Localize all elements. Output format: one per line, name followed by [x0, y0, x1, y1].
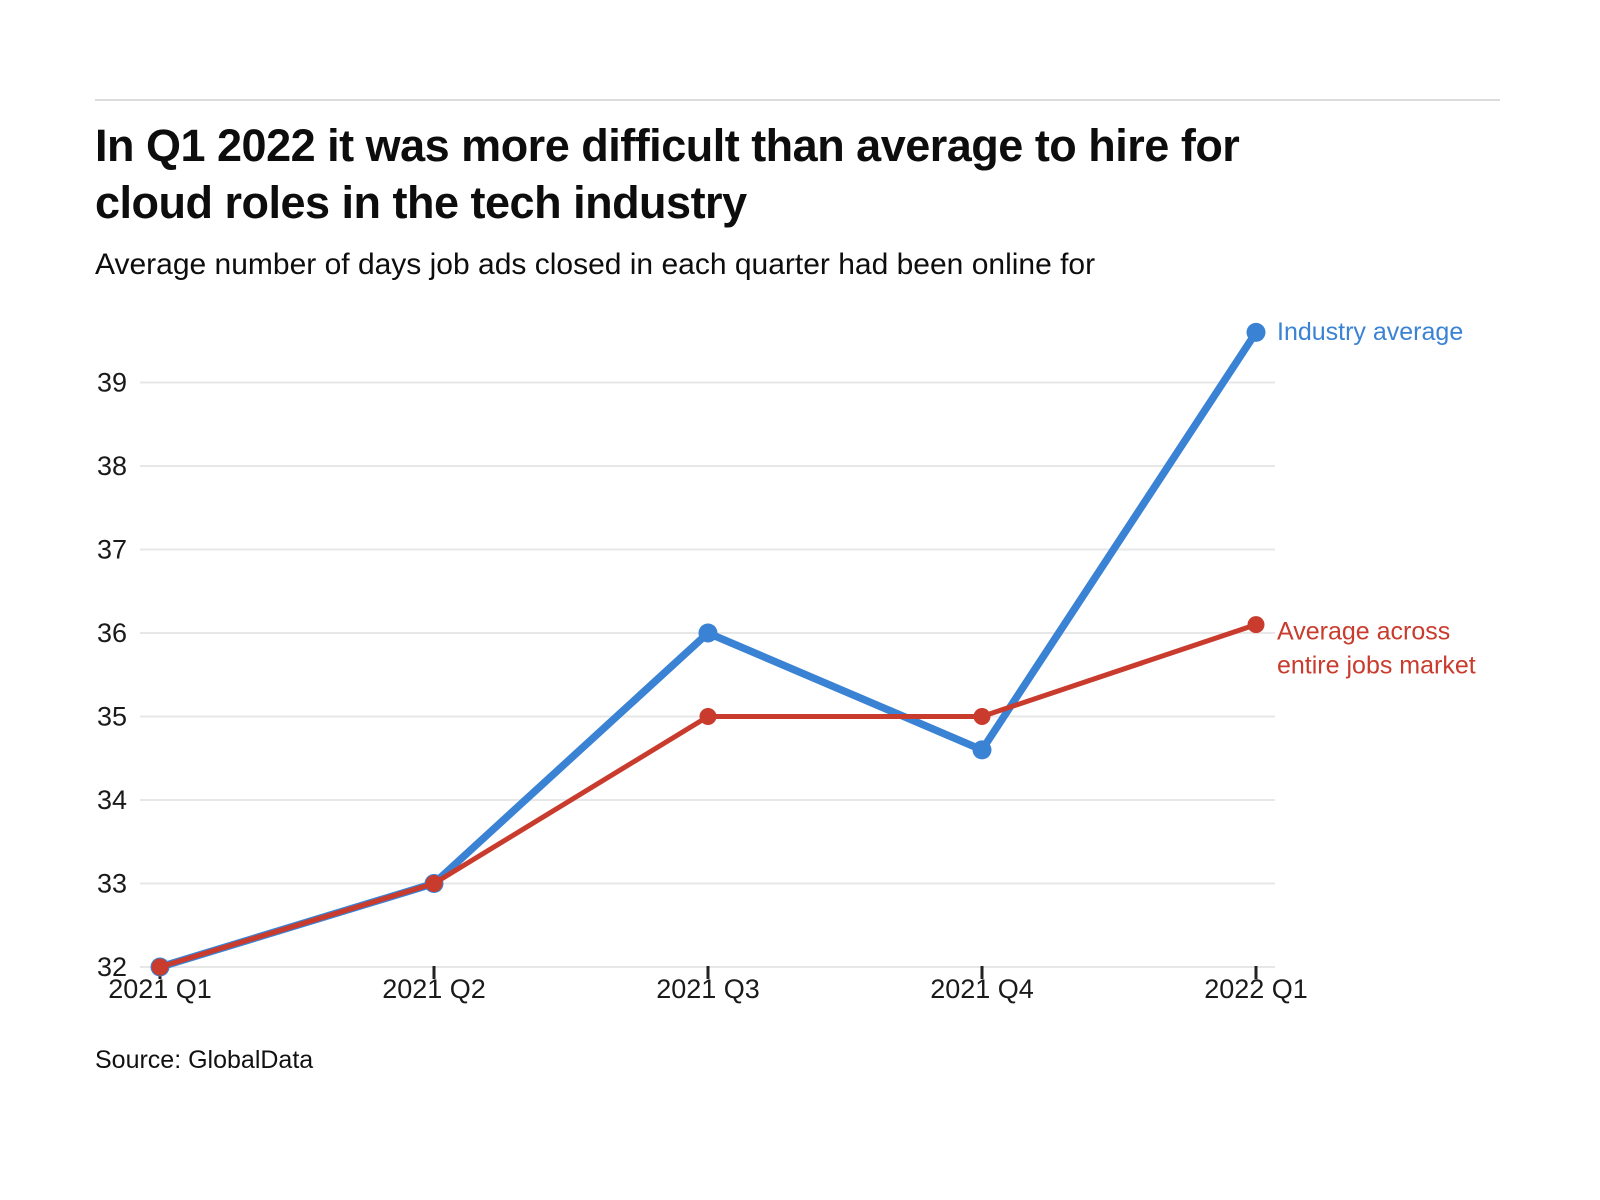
legend-label-average-across-entire-jobs-market-line-1: Average across: [1277, 617, 1450, 645]
x-tick-label-4: 2021 Q4: [930, 974, 1034, 1004]
y-tick-label-37: 37: [97, 535, 127, 565]
legend-label-industry-average-line-1: Industry average: [1277, 318, 1463, 346]
y-tick-label-33: 33: [97, 869, 127, 899]
legend-label-average-across-entire-jobs-market-line-2: entire jobs market: [1277, 651, 1476, 679]
series-point-industry-average-4: [972, 740, 992, 760]
x-tick-label-3: 2021 Q3: [656, 974, 760, 1004]
source-note: Source: GlobalData: [95, 1046, 314, 1074]
series-point-average-across-entire-jobs-market-1: [151, 958, 169, 976]
y-tick-label-39: 39: [97, 368, 127, 398]
series-line-industry-average: [156, 328, 1260, 971]
top-divider: [95, 99, 1500, 101]
series-point-average-across-entire-jobs-market-3: [699, 708, 717, 725]
chart-title-line-2: cloud roles in the tech industry: [95, 176, 747, 228]
x-tick-label-5: 2022 Q1: [1204, 974, 1308, 1004]
y-tick-label-35: 35: [97, 702, 127, 732]
y-tick-label-36: 36: [97, 618, 127, 648]
chart-title-line-1: In Q1 2022 it was more difficult than av…: [95, 120, 1240, 171]
series-point-average-across-entire-jobs-market-2: [425, 875, 443, 892]
chart-subtitle: Average number of days job ads closed in…: [95, 248, 1096, 281]
series-line-average-across-entire-jobs-market: [157, 622, 1259, 970]
y-tick-label-34: 34: [97, 785, 127, 815]
series-point-industry-average-3: [698, 623, 718, 643]
y-tick-label-38: 38: [97, 451, 127, 481]
x-tick-label-2: 2021 Q2: [382, 974, 486, 1004]
series-point-industry-average-5: [1246, 322, 1266, 342]
series-point-average-across-entire-jobs-market-4: [973, 708, 991, 725]
chart-title: In Q1 2022 it was more difficult than av…: [95, 118, 1240, 231]
x-tick-label-1: 2021 Q1: [108, 974, 212, 1004]
y-tick-label-32: 32: [97, 952, 127, 982]
series-point-average-across-entire-jobs-market-5: [1247, 616, 1265, 634]
